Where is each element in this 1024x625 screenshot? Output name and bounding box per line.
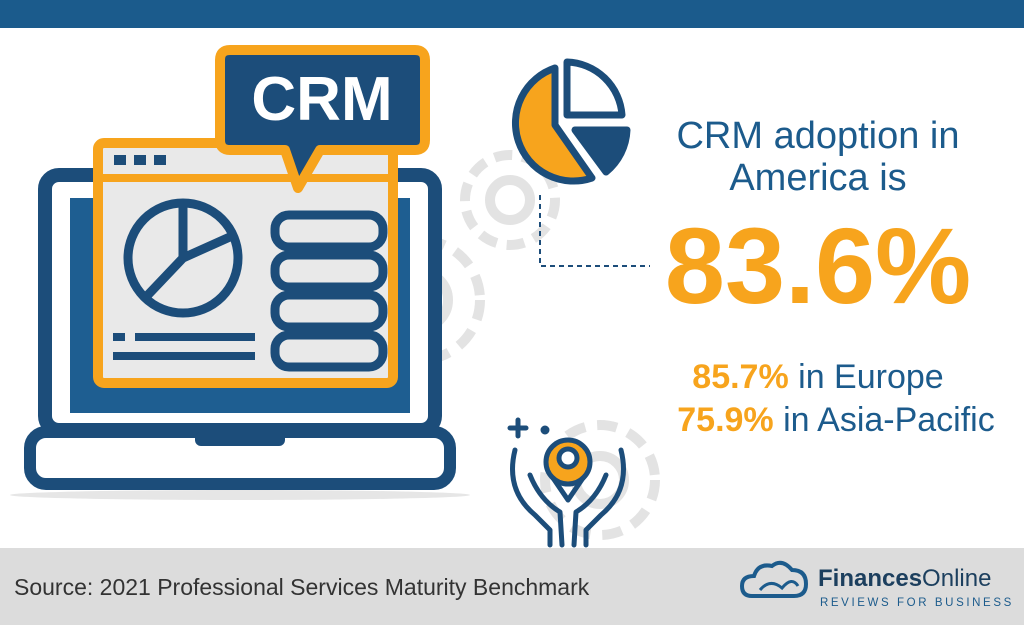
region-value: 85.7% xyxy=(692,358,788,396)
brand-name-part: Online xyxy=(922,565,991,592)
region-value: 75.9% xyxy=(677,401,773,439)
source: Source: 2021 Professional Services Matur… xyxy=(14,574,590,600)
headline: America is xyxy=(729,157,906,199)
main-value: 83.6% xyxy=(665,205,971,326)
statistic: CRM adoption in America is 83.6% 85.7% i… xyxy=(665,115,995,439)
pie-icon xyxy=(512,58,631,185)
region-line: 85.7% in Europe xyxy=(692,358,943,396)
region-label: in Europe xyxy=(789,358,944,396)
brand-logo: FinancesOnline REVIEWS FOR BUSINESS xyxy=(739,560,1014,609)
brand-name-part: Finances xyxy=(818,565,922,592)
footer xyxy=(0,548,1024,625)
top-bar xyxy=(0,0,1024,28)
brand-tagline: REVIEWS FOR BUSINESS xyxy=(820,597,1014,609)
laptop-illustration: CRM xyxy=(10,45,470,500)
region-label: in Asia-Pacific xyxy=(774,401,995,439)
region-line: 75.9% in Asia-Pacific xyxy=(677,401,995,439)
crm-label: CRM xyxy=(251,65,392,134)
connector xyxy=(539,195,650,267)
hands-icon xyxy=(507,417,626,548)
brand-name: FinancesOnline xyxy=(818,565,991,592)
headline: CRM adoption in xyxy=(676,115,959,157)
